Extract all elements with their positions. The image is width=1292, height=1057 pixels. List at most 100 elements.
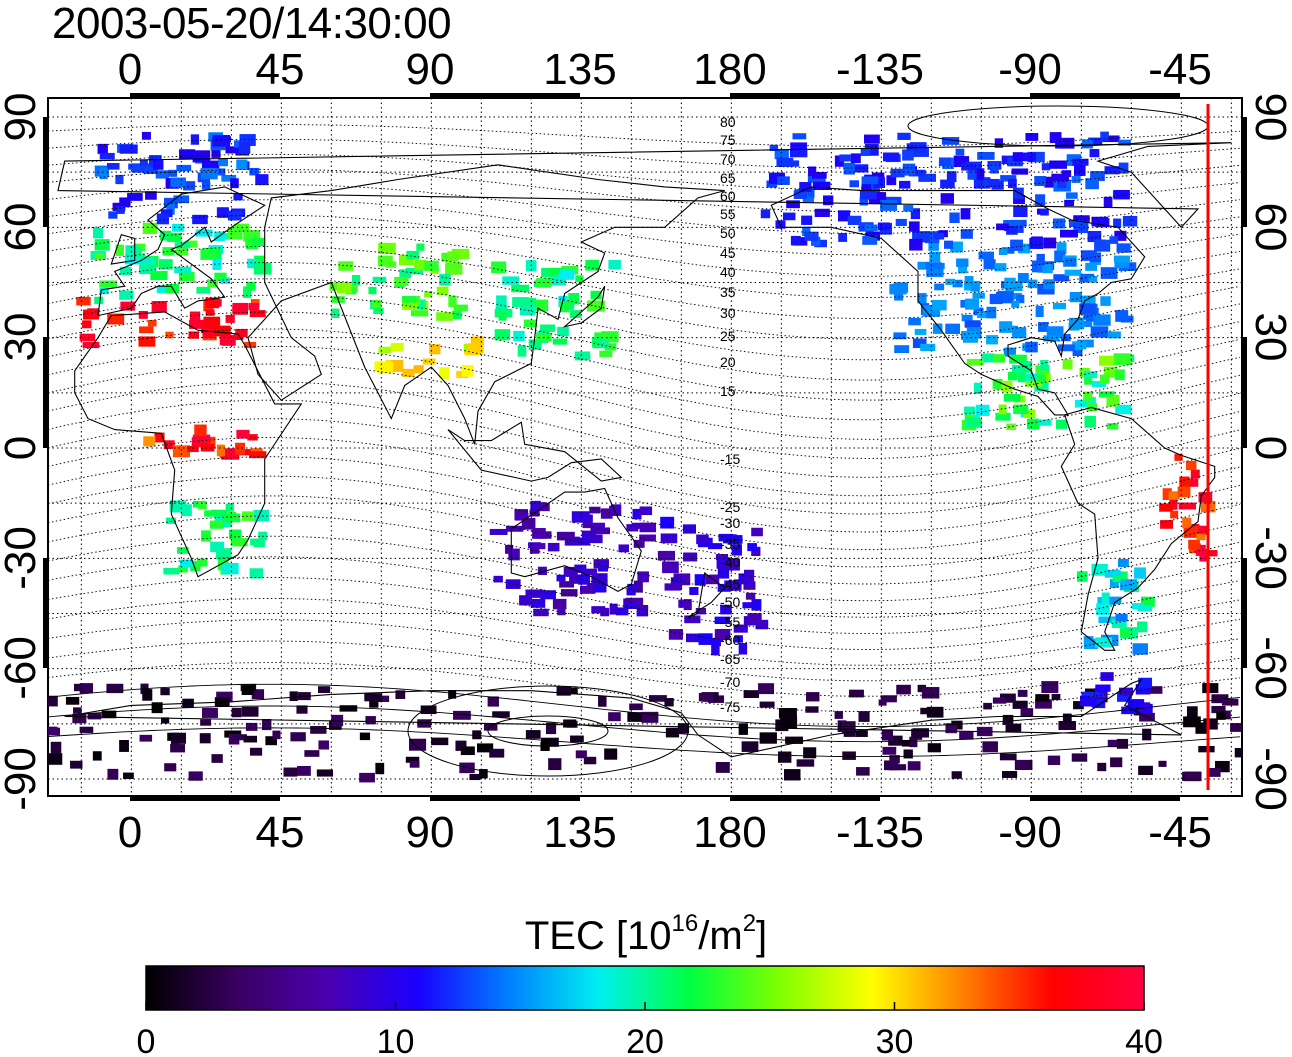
tec-cell <box>884 760 899 771</box>
tec-cell <box>600 607 610 617</box>
map-panel: 80 75 70 65 60 55 50 45 40 35 30 25 20 15 -15 -25-30 -35… <box>47 97 1243 797</box>
tec-cell <box>372 276 387 283</box>
tec-cell <box>416 243 425 251</box>
tec-cell <box>1071 176 1081 183</box>
tec-cell <box>399 269 411 279</box>
tec-cell <box>447 251 459 262</box>
contour-label: -35 <box>720 536 740 552</box>
tec-cell <box>508 548 520 561</box>
tec-cell <box>862 235 878 245</box>
tec-cell <box>881 729 894 741</box>
tec-cell <box>715 554 729 561</box>
geomag-contour <box>48 556 1241 634</box>
tec-cell <box>227 210 242 221</box>
geomag-contour <box>48 230 1241 298</box>
tec-cell <box>441 252 451 262</box>
tec-cell <box>918 173 936 182</box>
tec-cell <box>863 134 880 144</box>
tec-cell <box>1091 380 1106 388</box>
map-timestamp: 2003-05-20/14:30:00 <box>52 0 452 48</box>
lon-tick-label-top: -90 <box>998 45 1062 94</box>
tec-cell <box>685 633 702 643</box>
tec-cell <box>243 230 261 242</box>
tec-cell <box>664 698 674 707</box>
tec-cell <box>1073 701 1084 710</box>
tec-cell <box>959 731 974 740</box>
newzealand-coast <box>687 572 726 618</box>
geomag-contour <box>48 363 1241 459</box>
lon-tick-label-bottom: 45 <box>256 808 305 857</box>
tec-cell <box>406 250 419 260</box>
tec-cell <box>823 195 834 206</box>
tec-cell <box>156 213 169 225</box>
japan-coast <box>562 285 606 328</box>
contour-label: 35 <box>720 284 736 300</box>
graticule <box>48 98 1242 796</box>
tec-cell <box>945 323 961 334</box>
tec-cell <box>1120 628 1130 638</box>
tec-cell <box>975 404 990 416</box>
colorbar-title: TEC [1016/m2] <box>524 910 768 958</box>
tec-cell <box>847 215 862 225</box>
tec-cell <box>232 302 249 315</box>
tec-cell <box>1109 596 1122 605</box>
tec-cell <box>167 232 182 242</box>
tec-cell <box>579 585 596 594</box>
tec-cell <box>598 696 607 707</box>
lat-tick-label-left: -90 <box>0 747 45 811</box>
geomag-contour <box>48 456 1241 551</box>
geomag-contour <box>48 515 1241 602</box>
tec-cell <box>633 539 645 548</box>
tec-cell <box>864 224 878 232</box>
tec-cell <box>790 235 801 246</box>
tec-cell <box>336 282 352 294</box>
tec-cell <box>1114 369 1125 381</box>
tec-cell <box>1204 550 1218 557</box>
tec-cell <box>927 743 941 753</box>
tec-cell <box>241 686 255 696</box>
tec-cell <box>758 683 775 695</box>
tec-cell <box>801 215 813 225</box>
tec-cell <box>251 237 266 247</box>
tec-cell <box>233 193 243 201</box>
tec-cell <box>178 565 188 573</box>
tec-cell <box>859 190 877 200</box>
tec-cell <box>150 271 168 281</box>
tec-cell <box>944 240 954 249</box>
tec-cell <box>232 734 247 741</box>
tec-cell <box>1015 294 1025 304</box>
tec-cell <box>1170 510 1179 519</box>
tec-cell <box>716 557 730 569</box>
tec-cell <box>549 276 567 286</box>
tec-cell <box>743 690 760 698</box>
tec-cell <box>253 509 270 522</box>
tec-cell <box>209 520 224 529</box>
tec-cell <box>170 744 186 753</box>
tec-cell <box>262 719 272 731</box>
tec-cell <box>491 261 507 274</box>
tec-cell <box>626 588 636 596</box>
tec-cell <box>987 178 1000 188</box>
tec-cell <box>902 149 914 161</box>
colorbar-tick-label: 40 <box>1125 1023 1163 1057</box>
contour-label: 55 <box>720 206 736 222</box>
tec-cell <box>574 564 587 573</box>
geomag-contour <box>48 475 1241 568</box>
tec-cell <box>338 261 354 271</box>
tec-cell <box>212 134 231 147</box>
tec-cell <box>211 754 223 763</box>
tec-cell <box>790 142 808 153</box>
tec-cell <box>365 716 376 725</box>
tec-cell <box>951 771 962 779</box>
tec-cell <box>72 713 87 724</box>
tec-cell <box>221 174 237 182</box>
geomag-contour <box>48 294 1241 381</box>
tec-cell <box>1027 279 1038 289</box>
tec-cell <box>76 296 91 306</box>
tec-cell <box>409 760 420 768</box>
tec-cell <box>1113 189 1130 200</box>
tec-cell <box>1008 178 1017 189</box>
tec-cell <box>265 736 278 746</box>
tec-cell <box>1117 691 1132 702</box>
tec-cell <box>128 163 141 170</box>
